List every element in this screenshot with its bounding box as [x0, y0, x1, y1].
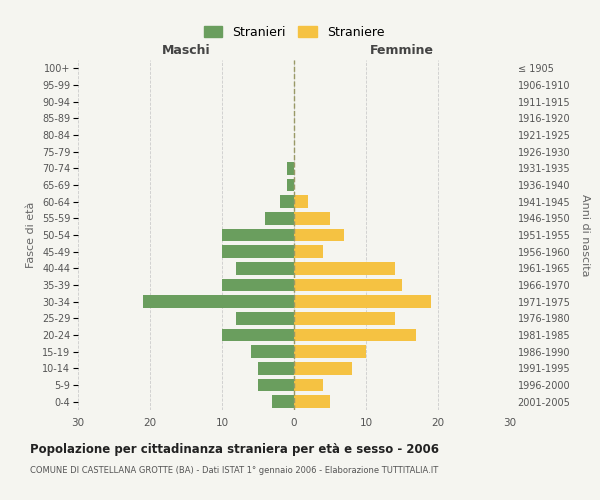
Bar: [294, 379, 323, 391]
Bar: [236, 262, 294, 274]
Bar: [294, 229, 344, 241]
Bar: [294, 262, 395, 274]
Bar: [287, 179, 294, 192]
Text: Popolazione per cittadinanza straniera per età e sesso - 2006: Popolazione per cittadinanza straniera p…: [30, 442, 439, 456]
Bar: [294, 296, 431, 308]
Bar: [287, 162, 294, 174]
Bar: [294, 329, 416, 341]
Bar: [294, 312, 395, 324]
Y-axis label: Anni di nascita: Anni di nascita: [580, 194, 590, 276]
Bar: [272, 396, 294, 408]
Bar: [258, 362, 294, 374]
Bar: [294, 362, 352, 374]
Bar: [222, 279, 294, 291]
Bar: [265, 212, 294, 224]
Text: Femmine: Femmine: [370, 44, 434, 57]
Text: COMUNE DI CASTELLANA GROTTE (BA) - Dati ISTAT 1° gennaio 2006 - Elaborazione TUT: COMUNE DI CASTELLANA GROTTE (BA) - Dati …: [30, 466, 438, 475]
Bar: [222, 246, 294, 258]
Legend: Stranieri, Straniere: Stranieri, Straniere: [199, 21, 389, 44]
Bar: [294, 279, 402, 291]
Bar: [294, 396, 330, 408]
Bar: [294, 246, 323, 258]
Bar: [143, 296, 294, 308]
Bar: [251, 346, 294, 358]
Y-axis label: Fasce di età: Fasce di età: [26, 202, 37, 268]
Bar: [258, 379, 294, 391]
Bar: [294, 196, 308, 208]
Bar: [222, 329, 294, 341]
Bar: [294, 212, 330, 224]
Bar: [236, 312, 294, 324]
Bar: [280, 196, 294, 208]
Text: Maschi: Maschi: [161, 44, 211, 57]
Bar: [294, 346, 366, 358]
Bar: [222, 229, 294, 241]
